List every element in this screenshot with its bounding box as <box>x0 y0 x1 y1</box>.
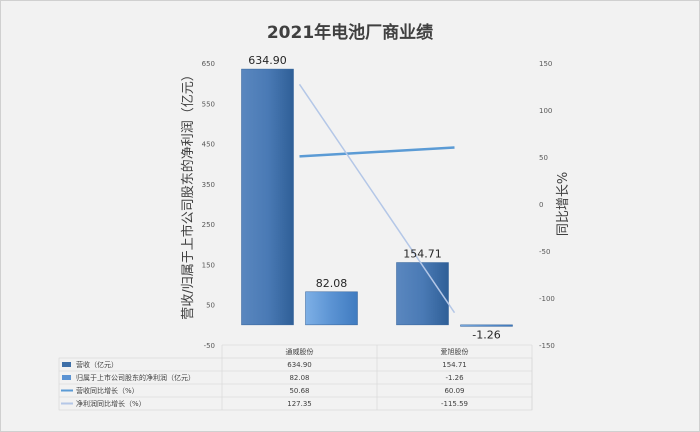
bar <box>396 262 449 326</box>
y-axis-ticks: -50 50 150 250 350 450 550 650 <box>202 60 215 350</box>
table-cell: 154.71 <box>442 361 467 369</box>
table-cell: 634.90 <box>287 361 312 369</box>
y-tick-label: 250 <box>202 221 215 229</box>
bar <box>460 324 513 327</box>
y-tick-label: 150 <box>202 261 215 269</box>
legend-entry: 营收（亿元） <box>76 360 118 369</box>
table-cell: 60.09 <box>444 387 464 395</box>
table-cell: 82.08 <box>289 374 309 382</box>
bar <box>241 68 294 326</box>
y-tick-label: 650 <box>202 60 215 68</box>
data-label: 154.71 <box>403 248 442 261</box>
y-tick-label: 350 <box>202 181 215 189</box>
y-axis-title: 营收/归属于上市公司股东的净利润（亿元） <box>180 68 196 319</box>
y-tick-label: 550 <box>202 100 215 108</box>
legend-key <box>62 375 71 380</box>
data-label: -1.26 <box>472 328 500 341</box>
y2-tick-label: 0 <box>539 201 543 209</box>
y2-tick-label: -50 <box>539 248 550 256</box>
y2-tick-label: -150 <box>539 342 555 350</box>
data-label: 82.08 <box>316 277 348 290</box>
y2-tick-label: 100 <box>539 107 552 115</box>
y2-axis-ticks: -150 -100 -50 0 50 100 150 <box>539 60 555 350</box>
chart-title: 2021年电池厂商业绩 <box>267 22 433 43</box>
y-tick-label: -50 <box>204 342 215 350</box>
y2-tick-label: 50 <box>539 154 548 162</box>
table-cell: 50.68 <box>289 387 309 395</box>
y2-axis-title: 同比增长% <box>556 172 571 236</box>
lines-layer <box>298 83 456 314</box>
legend-entry: 归属于上市公司股东的净利润（亿元） <box>76 373 195 382</box>
table-cell: -1.26 <box>445 374 464 382</box>
table-cell: 127.35 <box>287 400 312 408</box>
y2-tick-label: 150 <box>539 60 552 68</box>
y-tick-label: 50 <box>206 302 215 310</box>
data-label: 634.90 <box>248 54 287 67</box>
series-line <box>298 83 456 314</box>
legend-entry: 营收同比增长（%） <box>76 386 139 395</box>
data-labels-layer: 634.90 82.08 154.71 -1.26 <box>248 54 500 341</box>
series-line <box>299 146 455 158</box>
y2-tick-label: -100 <box>539 295 555 303</box>
legend-entry: 净利润同比增长（%） <box>76 399 146 408</box>
y-tick-label: 450 <box>202 141 215 149</box>
legend-key <box>62 362 71 367</box>
table-category: 通威股份 <box>286 347 314 356</box>
bars-layer <box>241 68 513 327</box>
table-cell: -115.59 <box>441 400 468 408</box>
table-category: 爱旭股份 <box>441 347 469 356</box>
bar <box>305 291 358 326</box>
